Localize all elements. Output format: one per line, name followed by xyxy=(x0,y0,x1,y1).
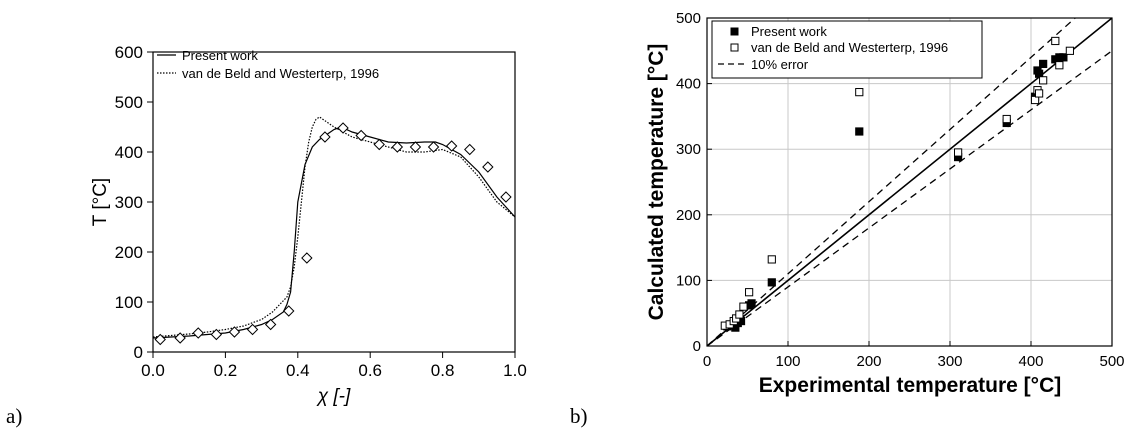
chart-a-diamond-point xyxy=(355,129,367,142)
chart-a-diamond-point xyxy=(337,122,349,134)
chart-b-x-axis-title: Experimental temperature [°C] xyxy=(759,374,1061,397)
chart-b-point-present xyxy=(1039,59,1048,69)
chart-b-point-vandebeld xyxy=(1002,114,1011,124)
chart-b-point-vandebeld xyxy=(1055,61,1064,70)
chart-a-legend-label-vandebeld: van de Beld and Westerterp, 1996 xyxy=(182,66,379,81)
chart-a-x-tick-label: 0.6 xyxy=(358,361,382,380)
panel-label-b: b) xyxy=(570,404,588,428)
chart-a-diamond-point xyxy=(500,191,512,203)
chart-b-legend-box xyxy=(711,20,983,79)
chart-a-x-tick-label: 1.0 xyxy=(503,361,527,380)
chart-b-point-vandebeld xyxy=(855,88,864,97)
panel-label-a: a) xyxy=(6,404,22,428)
chart-a-temperature-profile: 0.0 0.2 0.4 0.6 0.8 1.0 0 100 200 300 400 500 600 χ … xyxy=(90,43,527,407)
chart-a-diamond-point xyxy=(373,138,385,151)
chart-b-point-vandebeld xyxy=(1035,89,1044,98)
chart-a-diamond-point xyxy=(427,141,440,153)
chart-a-legend: Present work van de Beld and Westerterp,… xyxy=(157,48,379,81)
chart-a-y-tick-label: 600 xyxy=(115,43,143,62)
chart-b-legend-label-vandebeld: van de Beld and Westerterp, 1996 xyxy=(751,40,948,55)
chart-a-x-tick-label: 0.0 xyxy=(141,361,165,380)
chart-b-x-tick-label: 500 xyxy=(1099,353,1124,370)
chart-b-error-line xyxy=(706,17,1076,347)
chart-b-point-vandebeld xyxy=(739,302,748,311)
chart-a-diamond-point xyxy=(464,143,476,156)
chart-b-y-tick-label: 0 xyxy=(693,338,701,355)
chart-b-point-vandebeld xyxy=(745,288,754,297)
chart-b-point-vandebeld xyxy=(1039,76,1048,85)
chart-b-y-tick-label: 300 xyxy=(676,141,701,158)
chart-a-diamond-point xyxy=(283,305,295,317)
chart-b-y-tick-label: 500 xyxy=(676,10,701,27)
chart-b-point-present xyxy=(855,127,864,136)
chart-a-diamond-point xyxy=(391,141,404,153)
chart-a-diamond-point xyxy=(192,327,204,339)
chart-a-y-tick-label: 400 xyxy=(115,143,143,162)
chart-b-point-present xyxy=(1059,53,1068,62)
chart-a-legend-label-present: Present work xyxy=(182,48,258,63)
chart-a-plot-frame xyxy=(152,51,516,353)
chart-b-legend-swatch-vandebeld xyxy=(730,43,739,52)
chart-b-legend-swatch-present xyxy=(730,27,739,36)
chart-b-legend-label-present: Present work xyxy=(751,24,827,39)
chart-b-x-tick-label: 400 xyxy=(1018,353,1043,370)
chart-b-x-tick-label: 200 xyxy=(856,353,881,370)
chart-a-diamond-point xyxy=(210,328,223,341)
chart-b-error-line xyxy=(706,50,1113,347)
chart-a-x-tick-label: 0.2 xyxy=(214,361,238,380)
chart-a-diamond-point xyxy=(445,140,458,152)
chart-b-y-tick-label: 100 xyxy=(676,272,701,289)
chart-a-y-tick-label: 0 xyxy=(134,343,143,362)
chart-b-parity-line xyxy=(706,17,1113,347)
chart-a-diamond-point xyxy=(409,141,422,153)
chart-b-point-vandebeld xyxy=(954,148,963,157)
chart-b-legend: Present work van de Beld and Westerterp,… xyxy=(711,20,983,79)
chart-b-x-tick-label: 0 xyxy=(703,353,711,370)
chart-a-y-tick-label: 200 xyxy=(115,243,143,262)
chart-a-y-axis-title: T [°C] xyxy=(90,178,111,226)
chart-b-x-tick-label: 100 xyxy=(775,353,800,370)
chart-b-plot-frame xyxy=(706,17,1113,347)
chart-a-series-line-present xyxy=(152,126,516,339)
chart-b-x-tick-label: 300 xyxy=(937,353,962,370)
chart-a-y-tick-label: 100 xyxy=(115,293,143,312)
chart-a-diamond-point xyxy=(174,332,186,344)
chart-b-y-axis-title: Calculated temperature [°C] xyxy=(645,44,668,321)
chart-b-legend-label-error: 10% error xyxy=(751,57,809,72)
chart-a-diamond-point xyxy=(301,252,313,264)
chart-b-point-vandebeld xyxy=(767,255,776,264)
chart-a-x-tick-label: 0.4 xyxy=(286,361,310,380)
chart-a-y-tick-label: 500 xyxy=(115,93,143,112)
chart-b-y-tick-label: 200 xyxy=(676,207,701,224)
chart-a-x-tick-label: 0.8 xyxy=(431,361,455,380)
chart-b-point-vandebeld xyxy=(1065,46,1074,55)
chart-a-diamond-point xyxy=(264,318,277,331)
chart-a-series-line-vandebeld xyxy=(152,116,516,338)
chart-b-point-vandebeld xyxy=(1051,36,1060,46)
chart-a-y-tick-label: 300 xyxy=(115,193,143,212)
chart-b-point-present xyxy=(747,299,756,308)
chart-a-diamond-point xyxy=(319,131,331,143)
chart-a-diamond-point xyxy=(154,333,166,346)
chart-b-parity-plot: 0 100 200 300 400 500 0 100 200 300 400 500 Experim… xyxy=(645,10,1125,397)
chart-a-x-axis-title: χ [-] xyxy=(316,386,351,407)
chart-b-y-tick-label: 400 xyxy=(676,76,701,93)
chart-a-diamond-point xyxy=(482,161,494,173)
chart-a-diamond-point xyxy=(228,326,241,338)
chart-a-diamond-point xyxy=(246,323,259,336)
chart-b-point-present xyxy=(767,278,776,287)
chart-b-point-vandebeld xyxy=(735,310,744,319)
